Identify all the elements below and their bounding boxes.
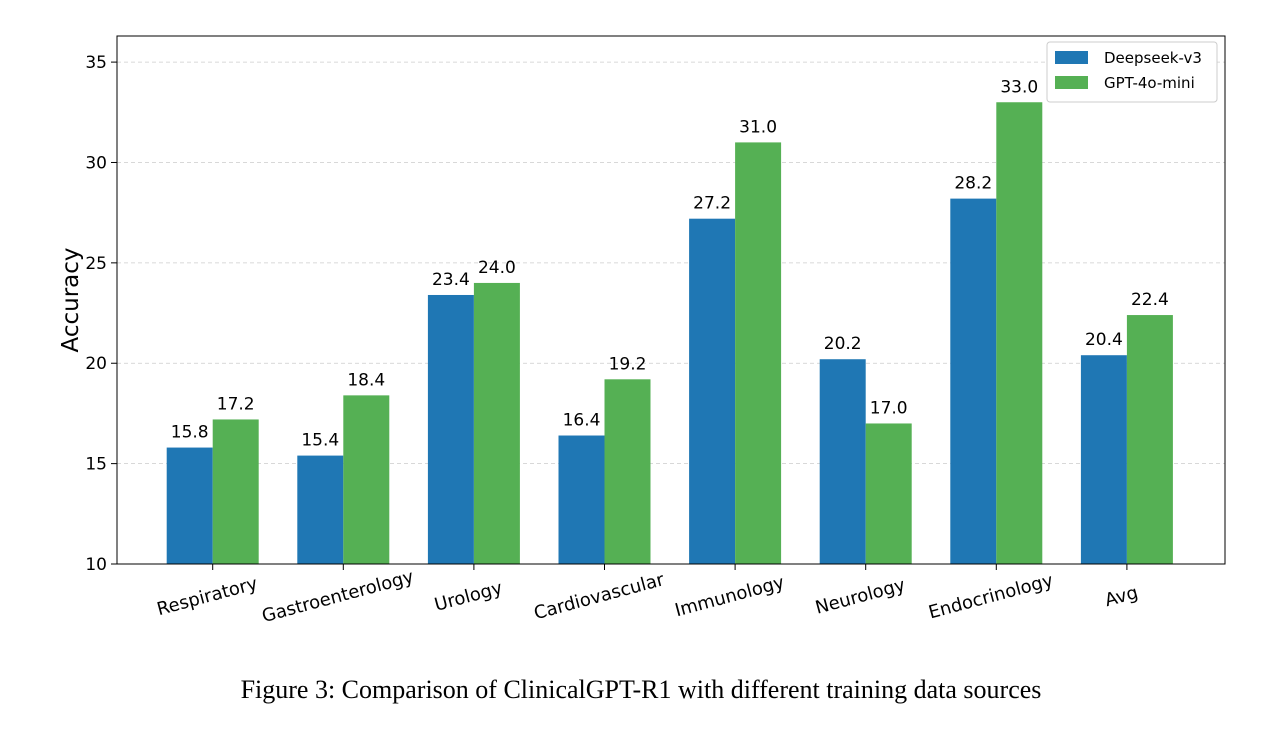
legend-swatch-gpt4omini (1055, 76, 1088, 89)
bar-value-label: 17.0 (870, 398, 908, 418)
x-tick-label: Immunology (673, 572, 787, 621)
y-axis-label: Accuracy (58, 247, 84, 352)
bar-value-label: 20.4 (1085, 330, 1123, 350)
bar-value-label: 23.4 (432, 270, 470, 290)
bar-value-label: 18.4 (347, 370, 385, 390)
x-axis-ticks: Respiratory Gastroenterology Urology Cardio… (155, 564, 1141, 627)
bar-value-label: 19.2 (609, 354, 647, 374)
bar-deepseek (558, 435, 605, 564)
data-labels: 15.8 15.4 23.4 16.4 27.2 20.2 28.2 20.4 17.2 18.4… (171, 77, 1169, 450)
y-tick-label: 30 (85, 153, 107, 173)
x-tick-label: Cardiovascular (532, 569, 667, 624)
y-tick-label: 25 (85, 254, 107, 274)
bar-gpt4omini (996, 102, 1043, 565)
bar-deepseek (166, 447, 213, 564)
legend-swatch-deepseek (1055, 51, 1088, 64)
legend: Deepseek-v3 GPT-4o-mini (1046, 41, 1218, 103)
bar-value-label: 24.0 (478, 258, 516, 278)
bars (166, 102, 1173, 565)
bar-deepseek (819, 359, 866, 564)
bar-deepseek (689, 218, 736, 564)
bar-value-label: 15.4 (301, 431, 339, 451)
y-grid (117, 61, 1225, 465)
legend-label-gpt4omini: GPT-4o-mini (1104, 74, 1195, 92)
bar-gpt4omini (1126, 315, 1173, 564)
bar-gpt4omini (865, 423, 912, 564)
bar-gpt4omini (212, 419, 259, 564)
bar-deepseek (427, 294, 474, 564)
bar-value-label: 27.2 (693, 194, 731, 214)
bar-value-label: 17.2 (217, 394, 255, 414)
x-tick-label: Urology (432, 577, 505, 615)
bar-value-label: 31.0 (739, 117, 777, 137)
y-tick-label: 20 (85, 354, 107, 374)
bar-value-label: 33.0 (1000, 77, 1038, 97)
x-tick-label: Endocrinology (926, 570, 1055, 624)
figure-caption: Figure 3: Comparison of ClinicalGPT-R1 w… (240, 675, 1042, 704)
legend-box (1046, 41, 1218, 103)
bar-value-label: 15.8 (171, 423, 209, 443)
x-tick-label: Avg (1103, 582, 1141, 611)
bar-value-label: 28.2 (954, 174, 992, 194)
y-tick-label: 35 (85, 53, 107, 73)
bar-gpt4omini (343, 395, 390, 564)
y-axis-ticks: 10 15 20 25 30 35 (85, 53, 117, 575)
plot-frame (116, 35, 1226, 565)
x-tick-label: Gastroenterology (260, 566, 417, 627)
bar-gpt4omini (735, 142, 782, 564)
x-tick-label: Respiratory (155, 573, 260, 620)
x-tick-label: Neurology (813, 575, 908, 619)
bar-deepseek (297, 455, 344, 564)
bar-deepseek (950, 198, 997, 564)
bar-value-label: 20.2 (824, 334, 862, 354)
y-tick-label: 10 (85, 555, 107, 575)
bar-gpt4omini (604, 379, 651, 564)
legend-label-deepseek: Deepseek-v3 (1104, 49, 1202, 67)
y-tick-label: 15 (85, 455, 107, 475)
bar-gpt4omini (473, 282, 520, 564)
bar-value-label: 22.4 (1131, 290, 1169, 310)
bar-deepseek (1080, 355, 1127, 564)
bar-value-label: 16.4 (563, 411, 601, 431)
